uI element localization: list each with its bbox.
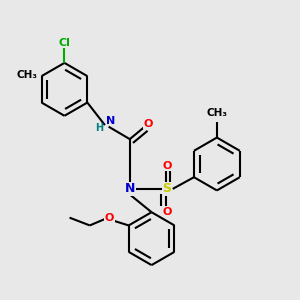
- Text: O: O: [105, 213, 114, 223]
- Text: CH₃: CH₃: [206, 108, 227, 118]
- Text: N: N: [106, 116, 116, 126]
- Text: Cl: Cl: [58, 38, 70, 48]
- Text: H: H: [95, 123, 103, 133]
- Text: CH₃: CH₃: [17, 70, 38, 80]
- Text: O: O: [162, 161, 172, 171]
- Text: O: O: [144, 118, 153, 129]
- Text: S: S: [163, 182, 172, 195]
- Text: N: N: [124, 182, 135, 195]
- Text: O: O: [162, 207, 172, 217]
